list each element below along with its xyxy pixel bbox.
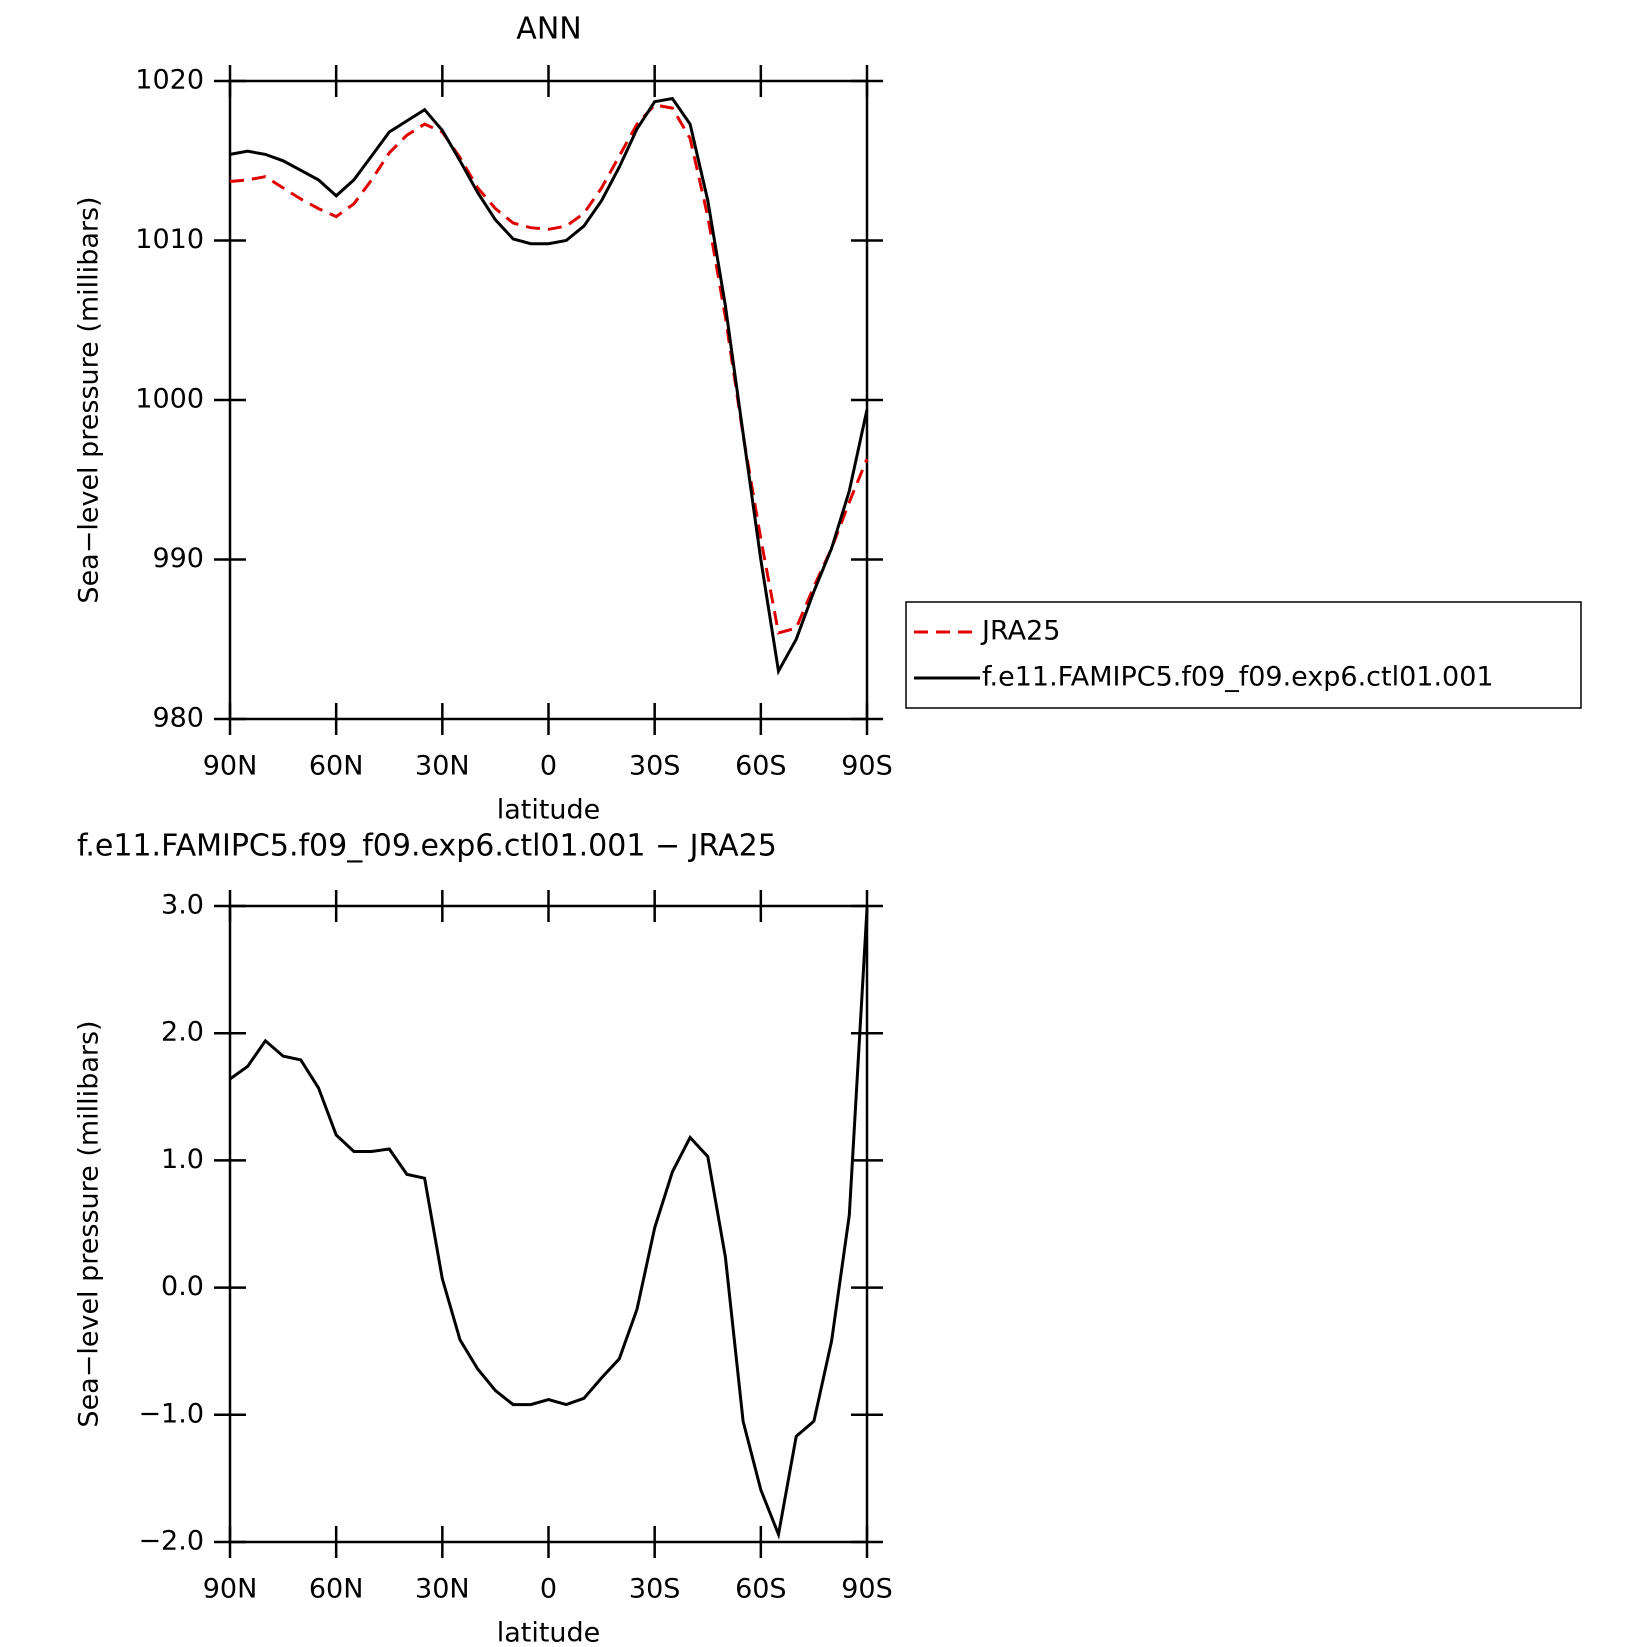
x-tick-label: 30N <box>415 1574 470 1605</box>
x-tick-label: 0 <box>540 751 557 782</box>
data-line <box>229 103 869 635</box>
x-tick-label: 90N <box>203 751 258 782</box>
x-tick-label: 30S <box>629 751 681 782</box>
y-tick-label: 3.0 <box>161 890 204 921</box>
y-tick-label: 1020 <box>135 65 204 96</box>
x-tick-label: 60S <box>735 1574 787 1605</box>
legend-box <box>905 601 1582 709</box>
y-tick-label: −1.0 <box>138 1398 204 1429</box>
y-tick-label: 990 <box>152 543 204 574</box>
x-axis-label: latitude <box>497 795 601 826</box>
y-tick-label: 980 <box>152 703 204 734</box>
x-tick-label: 30S <box>629 1574 681 1605</box>
y-axis-label: Sea−level pressure (millibars) <box>74 1020 105 1427</box>
x-tick-label: 60N <box>309 1574 364 1605</box>
y-tick-label: 1010 <box>135 224 204 255</box>
plot-frame <box>228 904 869 1544</box>
x-tick-label: 90S <box>841 1574 893 1605</box>
data-line <box>229 908 869 1540</box>
y-tick-label: −2.0 <box>138 1526 204 1557</box>
x-tick-label: 30N <box>415 751 470 782</box>
x-tick-label: 60S <box>735 751 787 782</box>
y-tick-label: 2.0 <box>161 1017 204 1048</box>
x-tick-label: 90S <box>841 751 893 782</box>
chart-title: ANN <box>516 12 581 47</box>
chart-title: f.e11.FAMIPC5.f09_f09.exp6.ctl01.001 − J… <box>77 829 777 864</box>
legend-label: f.e11.FAMIPC5.f09_f09.exp6.ctl01.001 <box>982 662 1494 693</box>
y-tick-label: 0.0 <box>161 1271 204 1302</box>
x-tick-label: 60N <box>309 751 364 782</box>
x-tick-label: 90N <box>203 1574 258 1605</box>
data-line <box>229 96 869 676</box>
x-axis-label: latitude <box>497 1618 601 1647</box>
y-tick-label: 1.0 <box>161 1144 204 1175</box>
y-axis-label: Sea−level pressure (millibars) <box>74 196 105 603</box>
y-tick-label: 1000 <box>135 384 204 415</box>
x-tick-label: 0 <box>540 1574 557 1605</box>
legend-label: JRA25 <box>980 616 1060 647</box>
